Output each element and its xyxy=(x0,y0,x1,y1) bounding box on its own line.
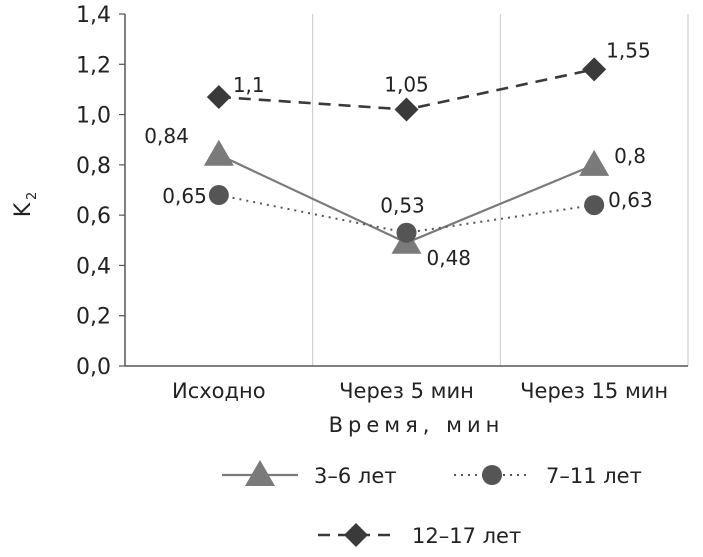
x-axis-title: Время, мин xyxy=(329,413,505,437)
legend-marker-2 xyxy=(482,465,502,485)
y-tick-label: 0,6 xyxy=(76,204,111,229)
y-tick-label: 1,0 xyxy=(76,104,111,129)
y-tick-label: 0,8 xyxy=(76,154,111,179)
legend-marker-3 xyxy=(344,523,368,547)
series-1-data-label: 0,8 xyxy=(614,144,646,168)
series-3-point xyxy=(206,84,231,109)
series-2-data-label: 0,65 xyxy=(162,184,207,208)
x-category-label: Через 5 мин xyxy=(339,379,474,403)
y-tick-label: 0,2 xyxy=(76,305,111,330)
legend-marker-1 xyxy=(245,460,275,486)
series-3-data-label: 1,1 xyxy=(233,73,265,97)
series-2-point xyxy=(396,222,417,243)
series-2-point xyxy=(208,185,229,206)
series-1-point xyxy=(203,139,234,166)
series-1-data-label: 0,84 xyxy=(144,124,189,148)
series-3-point xyxy=(394,97,419,122)
y-axis-title-subscript: 2 xyxy=(25,192,40,200)
series-2-point xyxy=(584,195,605,216)
series-1-point xyxy=(579,149,610,176)
series-2-data-label: 0,63 xyxy=(608,188,653,212)
y-tick-label: 1,4 xyxy=(76,3,111,28)
y-tick-label: 1,2 xyxy=(76,53,111,78)
series-line-2 xyxy=(218,194,595,234)
legend-label: 7–11 лет xyxy=(546,464,642,488)
y-tick-label: 0,0 xyxy=(76,355,111,380)
series-3-point xyxy=(582,57,607,82)
y-axis-title-group: K2 xyxy=(11,192,40,218)
series-3-data-label: 1,55 xyxy=(606,38,651,62)
legend-label: 12–17 лет xyxy=(412,524,521,548)
y-axis-title: K xyxy=(11,202,36,217)
x-category-label: Через 15 мин xyxy=(520,379,668,403)
y-tick-label: 0,4 xyxy=(76,254,111,279)
legend-label: 3–6 лет xyxy=(314,464,396,488)
x-category-label: Исходно xyxy=(172,379,266,403)
series-1-data-label: 0,48 xyxy=(427,246,472,270)
series-2-data-label: 0,53 xyxy=(380,194,425,218)
series-3-data-label: 1,05 xyxy=(384,73,429,97)
